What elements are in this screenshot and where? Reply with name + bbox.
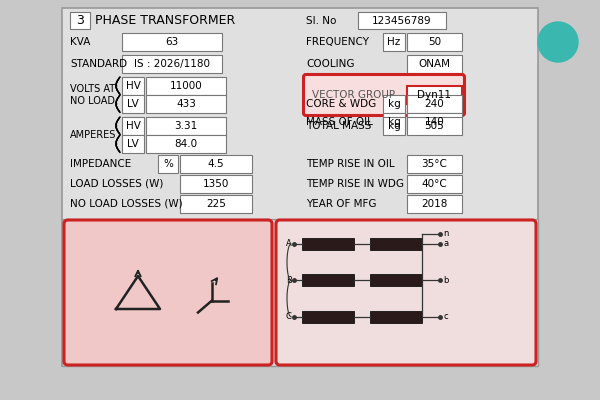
Text: IS : 2026/1180: IS : 2026/1180 bbox=[134, 59, 210, 69]
Text: 35°C: 35°C bbox=[422, 159, 448, 169]
FancyBboxPatch shape bbox=[407, 155, 462, 173]
Text: kg: kg bbox=[388, 117, 400, 127]
Text: YEAR OF MFG: YEAR OF MFG bbox=[306, 199, 377, 209]
FancyBboxPatch shape bbox=[122, 117, 144, 135]
Text: MASS OF OIL: MASS OF OIL bbox=[306, 117, 373, 127]
Text: C: C bbox=[286, 312, 292, 321]
FancyBboxPatch shape bbox=[383, 95, 405, 113]
FancyBboxPatch shape bbox=[370, 311, 422, 323]
FancyBboxPatch shape bbox=[276, 220, 536, 365]
Text: 11000: 11000 bbox=[170, 81, 202, 91]
Text: 433: 433 bbox=[176, 99, 196, 109]
Text: n: n bbox=[443, 230, 448, 238]
Text: 84.0: 84.0 bbox=[175, 139, 197, 149]
FancyBboxPatch shape bbox=[407, 175, 462, 193]
Text: STANDARD: STANDARD bbox=[70, 59, 127, 69]
FancyBboxPatch shape bbox=[370, 274, 422, 286]
Text: 4.5: 4.5 bbox=[208, 159, 224, 169]
FancyBboxPatch shape bbox=[302, 311, 354, 323]
FancyBboxPatch shape bbox=[407, 33, 462, 51]
FancyBboxPatch shape bbox=[180, 195, 252, 213]
Text: NO LOAD LOSSES (W): NO LOAD LOSSES (W) bbox=[70, 199, 182, 209]
FancyBboxPatch shape bbox=[180, 155, 252, 173]
Text: 123456789: 123456789 bbox=[372, 16, 432, 26]
Text: 3: 3 bbox=[76, 14, 84, 27]
FancyBboxPatch shape bbox=[358, 12, 446, 29]
FancyBboxPatch shape bbox=[64, 220, 272, 365]
FancyBboxPatch shape bbox=[122, 135, 144, 153]
Text: kg: kg bbox=[388, 121, 400, 131]
Circle shape bbox=[538, 22, 578, 62]
Text: 50: 50 bbox=[428, 37, 441, 47]
Text: TOTAL MASS: TOTAL MASS bbox=[306, 121, 371, 131]
Text: Sl. No: Sl. No bbox=[306, 16, 337, 26]
FancyBboxPatch shape bbox=[146, 95, 226, 113]
Text: 225: 225 bbox=[206, 199, 226, 209]
FancyBboxPatch shape bbox=[180, 175, 252, 193]
Text: PHASE TRANSFORMER: PHASE TRANSFORMER bbox=[95, 14, 235, 27]
FancyBboxPatch shape bbox=[122, 33, 222, 51]
Text: 3.31: 3.31 bbox=[175, 121, 197, 131]
FancyBboxPatch shape bbox=[370, 238, 422, 250]
Text: a: a bbox=[443, 240, 448, 248]
FancyBboxPatch shape bbox=[304, 74, 464, 116]
FancyBboxPatch shape bbox=[407, 95, 462, 113]
FancyBboxPatch shape bbox=[70, 12, 90, 29]
FancyBboxPatch shape bbox=[62, 219, 538, 366]
FancyBboxPatch shape bbox=[62, 8, 538, 366]
Text: FREQUENCY: FREQUENCY bbox=[306, 37, 369, 47]
FancyBboxPatch shape bbox=[146, 117, 226, 135]
FancyBboxPatch shape bbox=[122, 77, 144, 95]
FancyBboxPatch shape bbox=[146, 77, 226, 95]
Text: 505: 505 bbox=[425, 121, 445, 131]
Text: LOAD LOSSES (W): LOAD LOSSES (W) bbox=[70, 179, 163, 189]
FancyBboxPatch shape bbox=[407, 113, 462, 131]
Text: kg: kg bbox=[388, 99, 400, 109]
Text: 1350: 1350 bbox=[203, 179, 229, 189]
Text: 2018: 2018 bbox=[421, 199, 448, 209]
FancyBboxPatch shape bbox=[302, 238, 354, 250]
Text: KVA: KVA bbox=[70, 37, 91, 47]
Text: AMPERES: AMPERES bbox=[70, 130, 116, 140]
FancyBboxPatch shape bbox=[407, 195, 462, 213]
Text: HV: HV bbox=[125, 81, 140, 91]
Text: TEMP RISE IN WDG: TEMP RISE IN WDG bbox=[306, 179, 404, 189]
Text: VECTOR GROUP: VECTOR GROUP bbox=[312, 90, 395, 100]
FancyBboxPatch shape bbox=[122, 95, 144, 113]
Text: c: c bbox=[443, 312, 448, 321]
FancyBboxPatch shape bbox=[407, 117, 462, 135]
Text: VOLTS AT
NO LOAD: VOLTS AT NO LOAD bbox=[70, 84, 115, 106]
Text: Dyn11: Dyn11 bbox=[418, 90, 452, 100]
Text: HV: HV bbox=[125, 121, 140, 131]
Text: ONAM: ONAM bbox=[419, 59, 451, 69]
Text: 63: 63 bbox=[166, 37, 179, 47]
Text: 40°C: 40°C bbox=[422, 179, 448, 189]
Text: LV: LV bbox=[127, 139, 139, 149]
FancyBboxPatch shape bbox=[383, 33, 405, 51]
FancyBboxPatch shape bbox=[122, 55, 222, 73]
FancyBboxPatch shape bbox=[383, 113, 405, 131]
FancyBboxPatch shape bbox=[383, 117, 405, 135]
Text: %: % bbox=[163, 159, 173, 169]
Text: b: b bbox=[443, 276, 448, 285]
FancyBboxPatch shape bbox=[407, 55, 462, 73]
Text: CORE & WDG: CORE & WDG bbox=[306, 99, 376, 109]
Text: IMPEDANCE: IMPEDANCE bbox=[70, 159, 131, 169]
Text: COOLING: COOLING bbox=[306, 59, 355, 69]
Text: A: A bbox=[286, 240, 292, 248]
Text: TEMP RISE IN OIL: TEMP RISE IN OIL bbox=[306, 159, 395, 169]
Text: 240: 240 bbox=[425, 99, 445, 109]
FancyBboxPatch shape bbox=[302, 274, 354, 286]
FancyBboxPatch shape bbox=[158, 155, 178, 173]
FancyBboxPatch shape bbox=[146, 135, 226, 153]
Text: B: B bbox=[286, 276, 292, 285]
Text: 140: 140 bbox=[425, 117, 445, 127]
FancyBboxPatch shape bbox=[407, 86, 462, 104]
Text: Hz: Hz bbox=[388, 37, 401, 47]
Text: LV: LV bbox=[127, 99, 139, 109]
